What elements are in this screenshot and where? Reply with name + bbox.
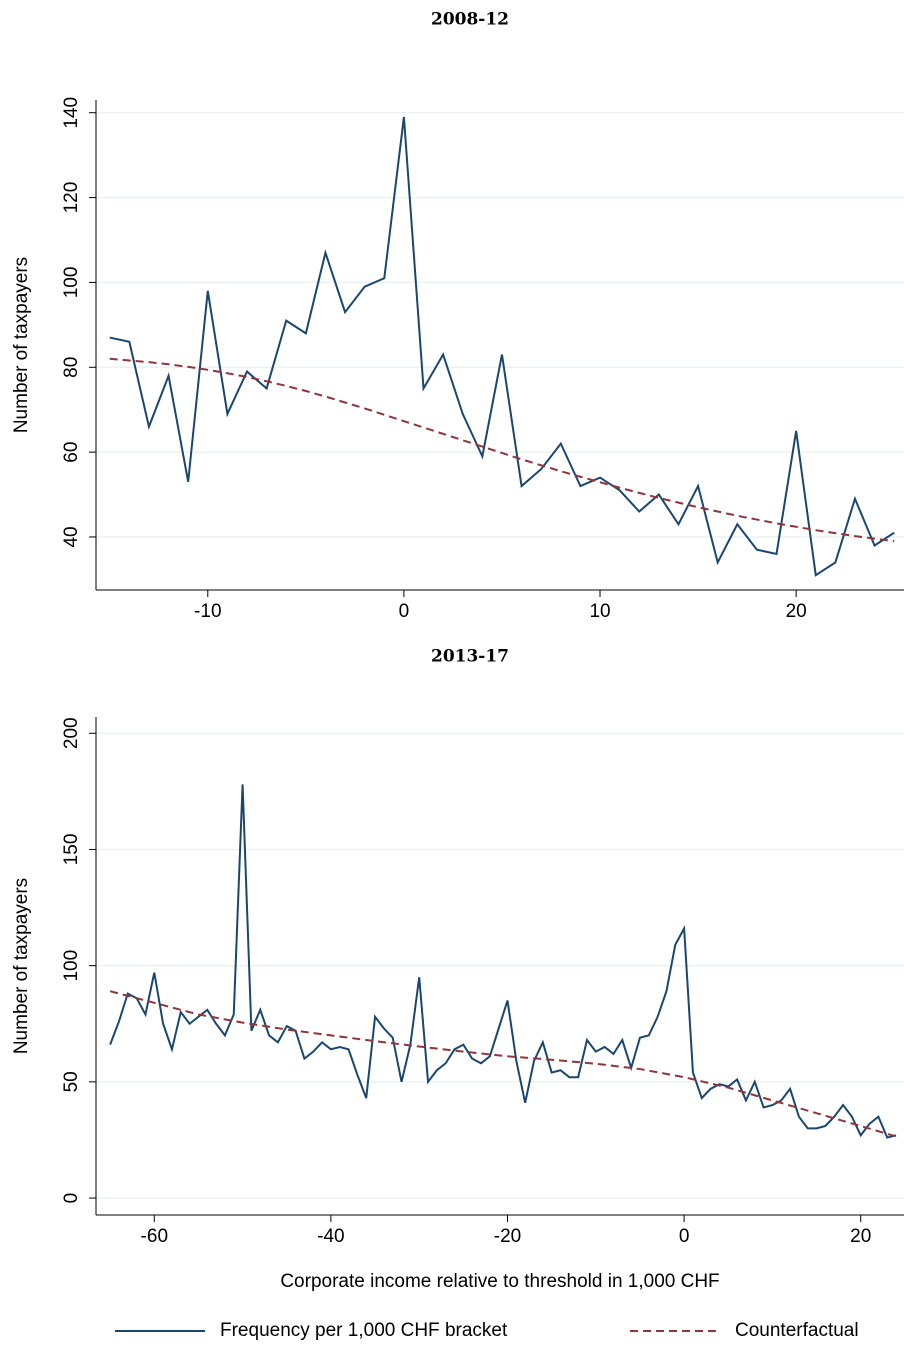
x-tick-label: -40 — [317, 1226, 344, 1247]
data-line — [109, 116, 895, 577]
y-tick-label: 140 — [61, 97, 82, 129]
y-tick-label: 0 — [61, 1193, 82, 1204]
y-tick-label: 150 — [61, 834, 82, 866]
chart-title: 2013-17 — [431, 647, 509, 667]
y-tick-label: 40 — [61, 526, 82, 547]
data-line — [109, 357, 895, 543]
x-tick-label: -60 — [141, 1226, 168, 1247]
data-line — [109, 784, 897, 1139]
x-tick-label: -10 — [194, 601, 221, 622]
y-tick-label: 100 — [61, 950, 82, 982]
legend-label: Counterfactual — [735, 1320, 859, 1341]
y-axis-label: Number of taxpayers — [11, 878, 32, 1054]
y-tick-label: 200 — [61, 717, 82, 749]
x-tick-label: 20 — [786, 601, 807, 622]
data-line — [109, 990, 897, 1138]
x-axis-label: Corporate income relative to threshold i… — [280, 1271, 719, 1292]
x-tick-label: -20 — [494, 1226, 521, 1247]
y-axis-label: Number of taxpayers — [11, 257, 32, 433]
legend-label: Frequency per 1,000 CHF bracket — [220, 1320, 508, 1341]
x-tick-label: 20 — [850, 1226, 871, 1247]
x-tick-label: 10 — [589, 601, 610, 622]
y-tick-label: 50 — [61, 1071, 82, 1092]
chart-title: 2008-12 — [431, 10, 509, 30]
x-tick-label: 0 — [399, 601, 410, 622]
y-tick-label: 60 — [61, 442, 82, 463]
y-tick-label: 120 — [61, 182, 82, 214]
x-tick-label: 0 — [679, 1226, 690, 1247]
y-tick-label: 100 — [61, 267, 82, 299]
y-tick-label: 80 — [61, 357, 82, 378]
